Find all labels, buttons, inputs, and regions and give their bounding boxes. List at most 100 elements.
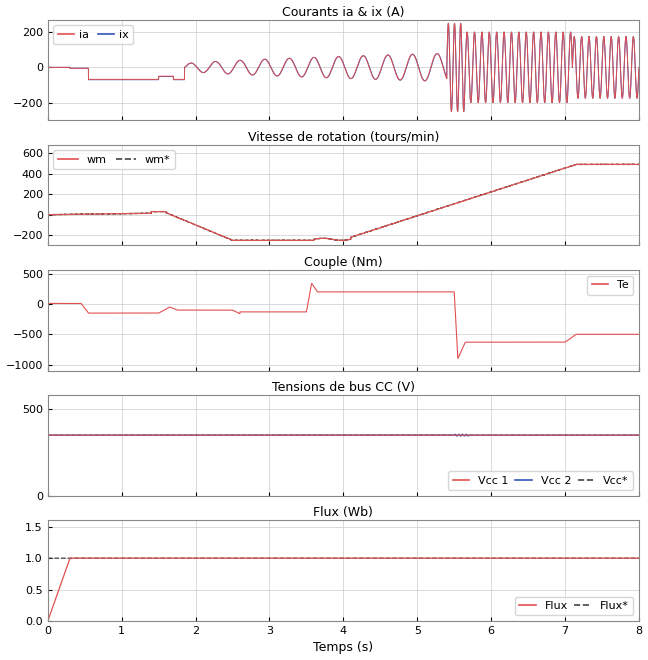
Vcc* — [79, 431, 87, 439]
Title: Vitesse de rotation (tours/min): Vitesse de rotation (tours/min) — [248, 131, 439, 144]
Vcc 1 — [333, 431, 341, 439]
wm* — [266, 236, 273, 244]
wm* — [69, 211, 76, 218]
ia — [460, 108, 468, 115]
Vcc 2 — [604, 431, 612, 439]
Vcc 1 — [160, 431, 168, 439]
Flux — [604, 554, 612, 562]
Flux* — [47, 554, 54, 562]
wm* — [47, 211, 54, 218]
Vcc 1 — [47, 431, 54, 439]
Vcc 2 — [79, 431, 87, 439]
Flux* — [635, 554, 643, 562]
wm* — [333, 236, 341, 244]
Legend: Flux, Flux*: Flux, Flux* — [515, 597, 633, 616]
Te — [47, 300, 54, 308]
Line: Flux: Flux — [48, 558, 639, 621]
ia — [69, 64, 76, 72]
Vcc* — [635, 431, 643, 439]
Vcc 1 — [604, 431, 612, 439]
Vcc 1 — [79, 431, 87, 439]
ia — [604, 94, 612, 102]
wm* — [160, 208, 168, 216]
Flux — [47, 610, 54, 618]
wm* — [79, 211, 87, 218]
Te — [44, 300, 52, 308]
wm — [160, 208, 168, 216]
Flux — [79, 554, 87, 562]
Flux* — [79, 554, 87, 562]
Line: ix: ix — [48, 23, 639, 112]
Flux* — [44, 554, 52, 562]
Vcc* — [461, 432, 469, 440]
wm — [635, 160, 643, 168]
ix — [44, 63, 52, 71]
Te — [604, 331, 612, 339]
wm* — [635, 160, 643, 168]
ix — [79, 64, 87, 72]
Flux — [160, 554, 168, 562]
Line: Vcc*: Vcc* — [48, 435, 639, 436]
Legend: Vcc 1, Vcc 2, Vcc*: Vcc 1, Vcc 2, Vcc* — [448, 471, 633, 490]
wm* — [629, 160, 637, 168]
Line: ia: ia — [48, 23, 639, 112]
Title: Couple (Nm): Couple (Nm) — [304, 256, 383, 269]
ix — [160, 73, 168, 81]
wm — [69, 211, 76, 218]
wm — [79, 211, 87, 218]
Vcc 1 — [69, 431, 76, 439]
Vcc* — [604, 431, 612, 439]
Te — [160, 306, 168, 314]
Flux — [635, 554, 643, 562]
wm — [47, 211, 54, 218]
Vcc 2 — [461, 432, 469, 440]
Vcc* — [333, 431, 341, 439]
ia — [160, 72, 168, 80]
wm* — [44, 211, 52, 218]
Legend: wm, wm*: wm, wm* — [53, 150, 174, 170]
Flux* — [333, 554, 341, 562]
ia — [79, 64, 87, 72]
Vcc 2 — [160, 431, 168, 439]
Te — [454, 354, 462, 362]
ix — [333, 54, 341, 62]
Flux* — [69, 554, 76, 562]
Flux* — [604, 554, 612, 562]
wm — [604, 160, 612, 168]
Vcc 2 — [635, 431, 643, 439]
Flux — [69, 554, 76, 562]
Line: wm: wm — [48, 164, 639, 240]
Vcc 1 — [635, 431, 643, 439]
ia — [47, 63, 54, 71]
ia — [457, 19, 465, 27]
Flux — [44, 617, 52, 625]
Vcc 2 — [333, 431, 341, 439]
Vcc 2 — [69, 431, 76, 439]
wm — [572, 160, 580, 168]
Vcc 1 — [44, 431, 52, 439]
Vcc* — [160, 431, 168, 439]
Vcc 2 — [451, 430, 459, 438]
Line: Vcc 2: Vcc 2 — [48, 434, 639, 436]
Vcc* — [451, 431, 459, 439]
wm* — [604, 160, 612, 168]
ix — [604, 94, 612, 102]
ix — [47, 63, 54, 71]
ix — [448, 108, 456, 115]
Title: Tensions de bus CC (V): Tensions de bus CC (V) — [272, 381, 415, 394]
Title: Courants ia & ix (A): Courants ia & ix (A) — [282, 5, 404, 18]
ia — [333, 53, 341, 61]
Line: Te: Te — [48, 283, 639, 358]
Flux — [333, 554, 341, 562]
ia — [635, 63, 643, 71]
Vcc 2 — [44, 431, 52, 439]
Te — [69, 300, 76, 308]
Vcc* — [69, 431, 76, 439]
Flux* — [160, 554, 168, 562]
Title: Flux (Wb): Flux (Wb) — [314, 506, 373, 519]
Vcc* — [44, 431, 52, 439]
ix — [635, 65, 643, 73]
Line: wm*: wm* — [48, 164, 639, 240]
X-axis label: Temps (s): Temps (s) — [313, 642, 373, 655]
wm — [333, 236, 341, 244]
